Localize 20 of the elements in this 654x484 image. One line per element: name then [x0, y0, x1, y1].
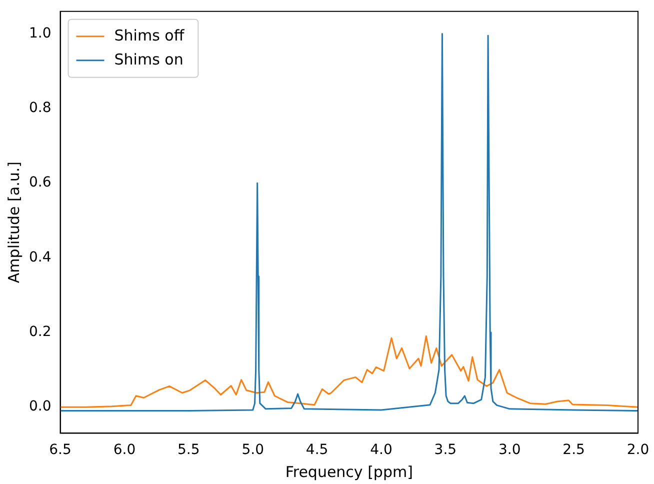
x-tick-label: 3.5 [434, 442, 457, 458]
y-tick-label: 0.8 [29, 100, 52, 116]
x-tick-label: 4.0 [370, 442, 392, 458]
x-tick-label: 4.5 [306, 442, 328, 458]
x-tick-label: 6.0 [113, 442, 136, 458]
x-tick-label: 5.5 [178, 442, 200, 458]
y-tick-label: 0.6 [29, 174, 52, 191]
x-tick-label: 6.5 [49, 442, 72, 458]
legend-label: Shims on [114, 50, 184, 68]
y-tick-label: 0.0 [29, 398, 52, 415]
x-axis-title: Frequency [ppm] [285, 462, 413, 481]
y-tick-label: 0.4 [29, 249, 52, 266]
legend-label: Shims off [114, 26, 185, 44]
y-tick-label: 0.2 [29, 324, 52, 340]
x-tick-label: 3.0 [498, 442, 521, 458]
x-tick-label: 2.0 [626, 442, 650, 458]
x-tick-label: 2.5 [562, 442, 585, 458]
y-tick-label: 1.0 [29, 25, 52, 42]
y-axis-title: Amplitude [a.u.] [4, 162, 23, 284]
x-tick-label: 5.0 [242, 442, 264, 458]
